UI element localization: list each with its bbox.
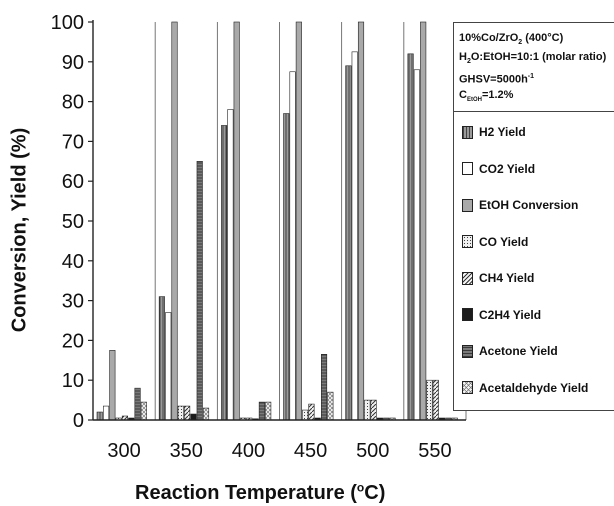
y-tick-label: 80 (62, 92, 84, 114)
y-tick-label: 10 (62, 370, 84, 392)
bar-acetaldehyde-yield-300 (140, 401, 147, 421)
bar-ch4-yield-450 (308, 403, 315, 421)
bar-h2-yield-450 (283, 113, 290, 421)
legend-label: CH4 Yield (479, 271, 535, 285)
legend-item-acetaldehyde-yield: Acetaldehyde Yield (462, 380, 588, 396)
bar-ch4-yield-350 (184, 405, 191, 421)
y-tick-label: 100 (51, 12, 84, 34)
legend-swatch (462, 125, 473, 139)
y-axis-title: Conversion, Yield (%) (8, 127, 31, 333)
x-tick-label-450: 450 (294, 440, 327, 462)
legend-item-h2-yield: H2 Yield (462, 124, 526, 140)
bar-co-yield-450 (302, 409, 309, 421)
legend-label: Acetaldehyde Yield (479, 380, 589, 395)
legend-swatch (462, 162, 473, 175)
legend-item-ch4-yield: CH4 Yield (462, 270, 534, 286)
x-tick-label-400: 400 (232, 440, 265, 462)
bar-h2-yield-550 (407, 53, 414, 421)
catalyst-label: 10%Co/ZrO2 (400°C) (459, 32, 564, 47)
bar-co2-yield-400 (227, 109, 234, 421)
legend-swatch (462, 271, 473, 285)
y-tick-label: 90 (62, 52, 84, 74)
y-tick-label: 50 (62, 211, 84, 233)
legend-item-c2h4-yield: C2H4 Yield (462, 307, 541, 323)
x-axis-title: Reaction Temperature (oC) (135, 480, 386, 504)
bar-etoh-conversion-400 (233, 21, 240, 421)
legend: H2 Yield CO2 Yield EtOH Conversion CO Yield… (453, 111, 614, 411)
x-tick-label-300: 300 (107, 440, 140, 462)
bar-etoh-conversion-550 (420, 21, 427, 421)
y-tick-label: 70 (62, 131, 84, 153)
bar-ch4-yield-500 (370, 399, 377, 421)
bar-co2-yield-550 (413, 69, 420, 421)
ratio-label: H2O:EtOH=10:1 (molar ratio) (459, 51, 607, 66)
legend-swatch (462, 344, 473, 358)
bar-etoh-conversion-450 (295, 21, 302, 421)
bar-co2-yield-450 (289, 71, 296, 421)
y-tick-label: 0 (73, 410, 84, 432)
legend-swatch (462, 381, 473, 394)
bar-co2-yield-300 (103, 405, 110, 421)
bar-h2-yield-400 (221, 125, 228, 421)
bar-co-yield-500 (364, 399, 371, 421)
legend-label: C2H4 Yield (479, 307, 542, 322)
legend-label: Acetone Yield (479, 344, 558, 358)
legend-swatch (462, 235, 473, 248)
conditions-box: 10%Co/ZrO2 (400°C) H2O:EtOH=10:1 (molar … (453, 22, 614, 117)
bar-c2h4-yield-350 (190, 413, 197, 421)
axes: 0 10 20 30 40 50 60 70 80 90 100 300 350 400 450 500 550 (51, 12, 466, 462)
concentration-label: CEtOH=1.2% (459, 89, 514, 104)
bar-h2-yield-350 (158, 296, 165, 421)
y-tick-label: 40 (62, 251, 84, 273)
x-tick-label-350: 350 (170, 440, 203, 462)
legend-label: H2 Yield (479, 125, 526, 139)
bar-acetone-yield-350 (196, 161, 203, 421)
legend-item-co-yield: CO Yield (462, 234, 528, 250)
bar-co-yield-550 (426, 379, 433, 421)
x-tick-label-500: 500 (356, 440, 389, 462)
bar-acetaldehyde-yield-450 (327, 391, 334, 421)
y-tick-label: 30 (62, 291, 84, 313)
bar-co-yield-350 (177, 405, 184, 421)
bar-etoh-conversion-500 (357, 21, 365, 421)
y-tick-label: 20 (62, 330, 84, 352)
legend-item-co2-yield: CO2 Yield (462, 161, 535, 177)
ghsv-label: GHSV=5000h-1 (459, 73, 535, 86)
bar-acetaldehyde-yield-350 (202, 407, 210, 421)
legend-label: EtOH Conversion (479, 198, 579, 212)
bar-h2-yield-300 (96, 411, 103, 421)
bar-acetaldehyde-yield-400 (265, 401, 272, 421)
legend-swatch (462, 198, 473, 212)
bar-etoh-conversion-350 (171, 21, 178, 421)
bar-co2-yield-500 (351, 51, 358, 421)
bar-ch4-yield-550 (432, 379, 439, 421)
bar-acetone-yield-450 (320, 354, 328, 421)
bar-etoh-conversion-300 (109, 350, 116, 421)
bar-h2-yield-500 (345, 65, 352, 421)
bar-acetone-yield-300 (134, 387, 141, 421)
bar-acetone-yield-400 (258, 401, 265, 421)
y-tick-label: 60 (62, 171, 84, 193)
bar-co2-yield-350 (165, 312, 172, 421)
bars (96, 21, 458, 421)
x-tick-label-550: 550 (418, 440, 451, 462)
legend-item-etoh-conversion: EtOH Conversion (462, 197, 578, 213)
legend-item-acetone-yield: Acetone Yield (462, 343, 558, 359)
legend-label: CO2 Yield (479, 161, 536, 176)
legend-label: CO Yield (479, 234, 529, 249)
legend-swatch (462, 308, 473, 321)
